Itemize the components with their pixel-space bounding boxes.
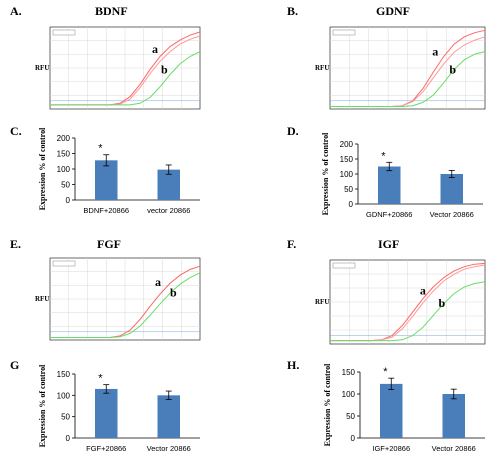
panel-title-igf: IGF bbox=[378, 237, 400, 251]
series-line-b bbox=[50, 272, 201, 338]
bar-0 bbox=[380, 383, 403, 438]
panel-label-h: H. bbox=[287, 358, 300, 372]
x-category-label: Vector 20866 bbox=[147, 444, 191, 453]
y-tick-label: 0 bbox=[66, 196, 71, 205]
y-axis-label: Expression % of control bbox=[38, 127, 47, 210]
panel-label-b: B. bbox=[287, 4, 299, 18]
x-category-label: Vector 20866 bbox=[432, 444, 476, 453]
panel-label-f: F. bbox=[287, 237, 297, 251]
significance-marker: * bbox=[98, 373, 103, 385]
x-category-label: IGF+20866 bbox=[372, 444, 410, 453]
bar-1 bbox=[440, 174, 463, 204]
y-tick-label: 100 bbox=[57, 391, 71, 400]
pcr-curve-chart-fgf: RFU ab bbox=[35, 257, 201, 341]
y-tick-label: 0 bbox=[66, 434, 71, 443]
y-axis-label: RFU bbox=[35, 64, 49, 72]
series-line-b bbox=[330, 281, 486, 342]
panel-label-a: A. bbox=[10, 4, 22, 18]
curve-label-b: b bbox=[161, 63, 168, 77]
curve-label-b: b bbox=[439, 296, 446, 310]
pcr-curve-chart-gdnf: RFU ab bbox=[315, 26, 486, 110]
panel-label-d: D. bbox=[287, 124, 299, 138]
bar-chart-fgf-expression: Expression % of control 0 50 100 150 * FGF+208… bbox=[38, 364, 200, 453]
legend-box bbox=[52, 260, 76, 267]
y-tick-label: 50 bbox=[61, 413, 70, 422]
curve-label-a: a bbox=[432, 45, 438, 59]
bar-0 bbox=[95, 160, 118, 200]
y-axis-label: RFU bbox=[35, 295, 49, 303]
y-axis-label: Expression % of control bbox=[323, 363, 332, 446]
bar-1 bbox=[442, 394, 465, 438]
x-category-label: vector 20866 bbox=[147, 206, 190, 215]
y-tick-label: 150 bbox=[340, 155, 354, 164]
y-axis-label: Expression % of control bbox=[38, 364, 47, 447]
y-tick-label: 0 bbox=[351, 434, 356, 443]
bar-chart-gdnf-expression: Expression % of control 0 50 100 150 200 * GDNF… bbox=[321, 132, 483, 219]
y-tick-label: 100 bbox=[340, 170, 354, 179]
panel-title-bdnf: BDNF bbox=[95, 4, 128, 18]
pcr-curve-chart-igf: RFU ab bbox=[315, 259, 486, 345]
panel-label-c: C. bbox=[10, 124, 22, 138]
series-line-b bbox=[50, 51, 201, 106]
curve-label-a: a bbox=[155, 275, 161, 289]
x-category-label: BDNF+20866 bbox=[83, 206, 129, 215]
curve-label-b: b bbox=[449, 63, 456, 77]
y-tick-label: 50 bbox=[61, 181, 70, 190]
panel-label-e: E. bbox=[10, 237, 22, 251]
x-category-label: FGF+20866 bbox=[86, 444, 126, 453]
y-axis-label: RFU bbox=[315, 64, 329, 72]
y-tick-label: 150 bbox=[57, 150, 71, 159]
y-tick-label: 0 bbox=[349, 200, 354, 209]
legend-box bbox=[332, 29, 356, 36]
panel-label-g: G bbox=[10, 358, 20, 372]
y-tick-label: 200 bbox=[57, 134, 71, 143]
curve-label-a: a bbox=[152, 42, 158, 56]
legend-box bbox=[332, 262, 356, 269]
panel-title-fgf: FGF bbox=[97, 237, 121, 251]
x-category-label: Vector 20866 bbox=[430, 210, 474, 219]
pcr-curve-chart-bdnf: RFU ab bbox=[35, 26, 201, 110]
curve-label-a: a bbox=[420, 283, 426, 297]
bar-0 bbox=[95, 388, 118, 438]
bar-1 bbox=[157, 395, 180, 438]
y-tick-label: 50 bbox=[346, 412, 355, 421]
y-tick-label: 50 bbox=[344, 185, 353, 194]
series-line-b bbox=[330, 51, 486, 107]
legend-box bbox=[52, 29, 76, 36]
y-tick-label: 150 bbox=[57, 370, 71, 379]
bar-chart-bdnf-expression: Expression % of control 0 50 100 150 200 * BDNF… bbox=[38, 127, 200, 215]
bar-chart-igf-expression: Expression % of control 0 50 100 150 * IGF+208… bbox=[323, 363, 485, 453]
y-axis-label: Expression % of control bbox=[321, 132, 330, 215]
y-tick-label: 100 bbox=[342, 390, 356, 399]
bar-1 bbox=[157, 169, 180, 200]
significance-marker: * bbox=[383, 366, 388, 378]
panel-title-gdnf: GDNF bbox=[376, 4, 410, 18]
y-axis-label: RFU bbox=[315, 298, 329, 306]
x-category-label: GDNF+20866 bbox=[366, 210, 412, 219]
y-tick-label: 150 bbox=[342, 368, 356, 377]
significance-marker: * bbox=[98, 143, 103, 155]
bar-0 bbox=[378, 166, 401, 204]
y-tick-label: 100 bbox=[57, 165, 71, 174]
y-tick-label: 200 bbox=[340, 140, 354, 149]
curve-label-b: b bbox=[170, 286, 177, 300]
significance-marker: * bbox=[381, 150, 386, 162]
